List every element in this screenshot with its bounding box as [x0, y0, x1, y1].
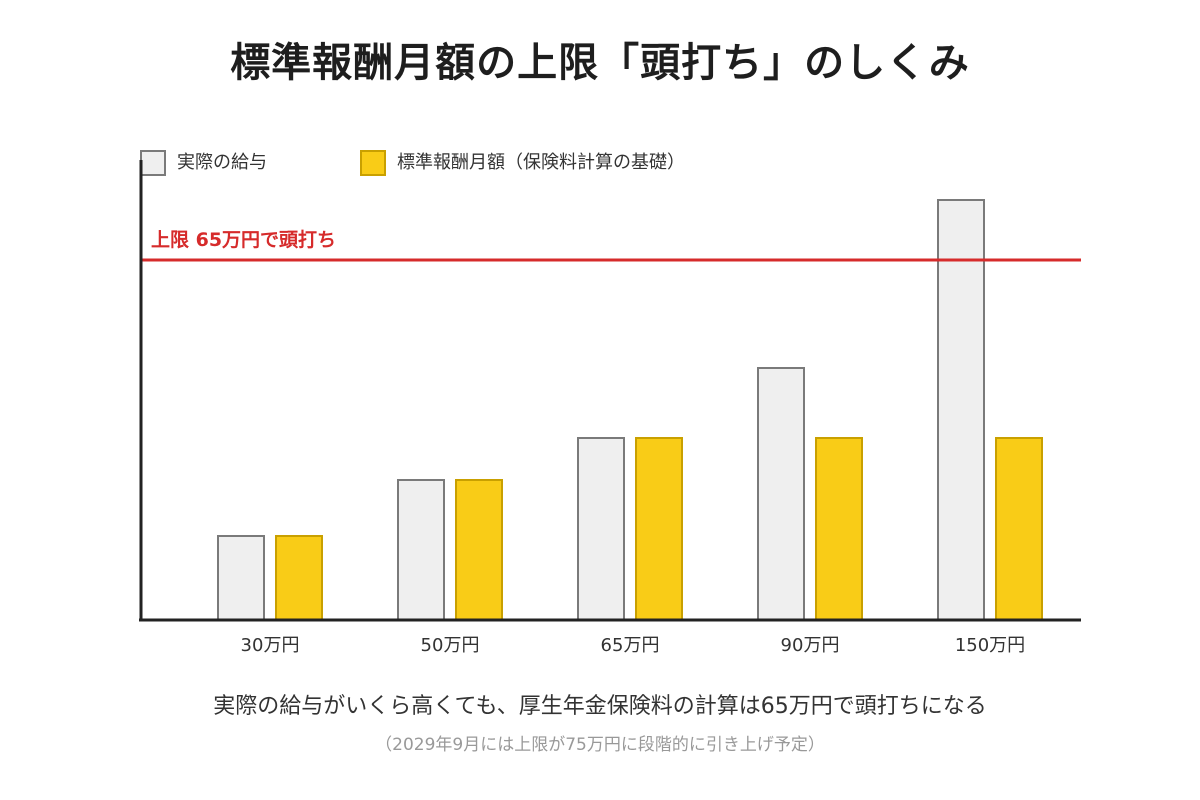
bars-group: [217, 199, 1043, 621]
bar-standard-3: [815, 437, 863, 621]
x-tick-label-4: 150万円: [955, 635, 1025, 656]
x-tick-label-3: 90万円: [781, 635, 840, 656]
x-tick-label-2: 65万円: [601, 635, 660, 656]
bar-standard-2: [635, 437, 683, 621]
legend-swatch-actual: [140, 150, 166, 176]
chart-title: 標準報酬月額の上限「頭打ち」のしくみ: [230, 40, 970, 86]
legend-label-actual: 実際の給与: [177, 152, 267, 173]
x-tick-label-0: 30万円: [241, 635, 300, 656]
bar-actual-2: [577, 437, 625, 621]
bar-standard-0: [275, 535, 323, 621]
bar-standard-4: [995, 437, 1043, 621]
x-tick-labels: 30万円 50万円 65万円 90万円 150万円: [241, 635, 1026, 656]
bar-standard-1: [455, 479, 503, 621]
bar-actual-0: [217, 535, 265, 621]
legend-swatch-standard: [360, 150, 386, 176]
legend: 実際の給与 標準報酬月額（保険料計算の基礎）: [140, 150, 685, 176]
bar-actual-1: [397, 479, 445, 621]
footnote-main: 実際の給与がいくら高くても、厚生年金保険料の計算は65万円で頭打ちになる: [213, 694, 987, 719]
x-tick-label-1: 50万円: [421, 635, 480, 656]
footnote-sub: （2029年9月には上限が75万円に段階的に引き上げ予定）: [375, 735, 825, 755]
bar-actual-3: [757, 367, 805, 621]
legend-label-standard: 標準報酬月額（保険料計算の基礎）: [397, 152, 685, 173]
bar-actual-4: [937, 199, 985, 621]
cap-label: 上限 65万円で頭打ち: [151, 228, 336, 251]
